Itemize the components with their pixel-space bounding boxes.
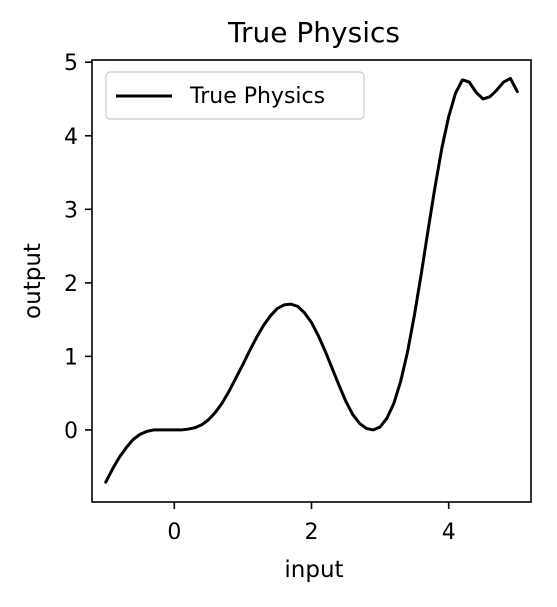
legend: True Physics xyxy=(105,71,365,120)
y-tick-label: 2 xyxy=(64,272,78,297)
y-tick-label: 3 xyxy=(64,198,78,223)
y-tick-label: 1 xyxy=(64,345,78,370)
legend-entry-label: True Physics xyxy=(189,84,325,109)
legend-box xyxy=(105,71,365,120)
y-tick-label: 4 xyxy=(64,125,78,150)
x-tick-label: 4 xyxy=(442,520,456,545)
x-tick-label: 2 xyxy=(305,520,319,545)
chart-title: True Physics xyxy=(227,16,400,49)
x-axis-label: input xyxy=(284,557,343,583)
plot-area-frame xyxy=(91,59,532,503)
x-tick-label: 0 xyxy=(167,520,181,545)
y-tick-label: 0 xyxy=(64,419,78,444)
y-tick-label: 5 xyxy=(64,51,78,76)
x-axis: 0 2 4 xyxy=(167,502,456,545)
y-axis: 0 1 2 3 4 5 xyxy=(64,51,92,444)
series-line-true-physics xyxy=(104,76,519,484)
y-axis-label: output xyxy=(20,243,46,319)
